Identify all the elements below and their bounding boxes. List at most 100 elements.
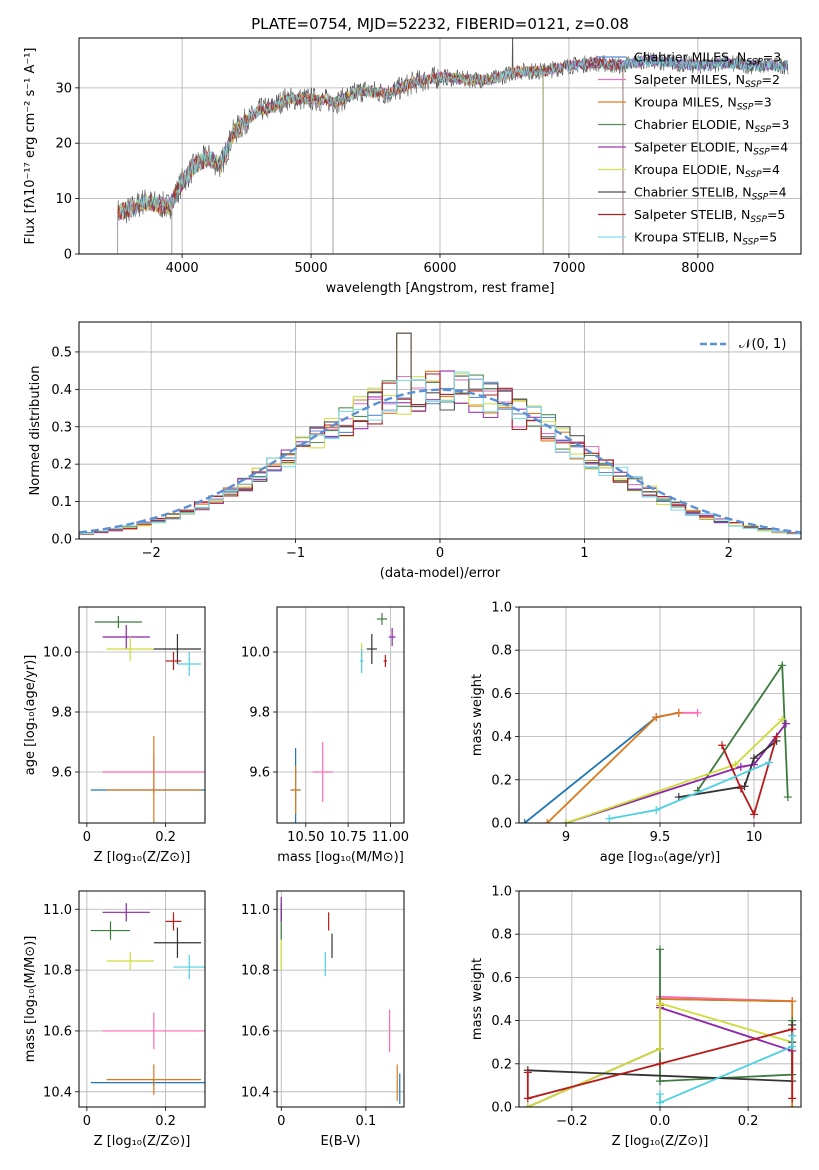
y-tick-label: 10 — [55, 192, 72, 207]
y-tick-label: 0.0 — [51, 533, 72, 548]
x-tick-label: 10 — [746, 830, 763, 845]
axes-frame — [78, 890, 206, 1108]
axes-frame — [78, 321, 802, 540]
y-tick-label: 0.8 — [491, 644, 512, 659]
x-tick-label: 9.5 — [650, 830, 671, 845]
histogram-step — [79, 373, 801, 539]
y-tick-label: 0.2 — [51, 458, 72, 473]
panel-mass-vs-Z: 0 0.2 10.4 10.6 10.8 11.0 Z [log₁₀(Z/Z⊙)] mass … — [23, 890, 206, 1149]
y-tick-label: 10.6 — [43, 1024, 72, 1039]
weight-marker — [788, 997, 797, 1006]
y-tick-label: 10.8 — [241, 964, 270, 979]
y-axis-label: Flux [fλ10⁻¹⁷ erg cm⁻² s⁻¹ A⁻¹] — [23, 48, 38, 245]
weight-line — [659, 949, 794, 1083]
weight-marker — [772, 732, 781, 741]
x-tick-label: −1 — [286, 546, 305, 561]
y-tick-label: 0.2 — [491, 773, 512, 788]
x-tick-label: 10.75 — [330, 830, 367, 845]
weight-marker — [520, 819, 529, 823]
y-tick-label: 1.0 — [491, 601, 512, 616]
x-tick-label: −2 — [142, 546, 161, 561]
emission-line — [511, 38, 514, 72]
weight-marker — [788, 1103, 797, 1107]
x-tick-label: 9 — [562, 830, 570, 845]
y-axis-label: mass weight — [470, 674, 485, 756]
panel-mass-vs-EBV: 0 0.1 10.4 10.6 10.8 11.0 E(B-V) — [241, 890, 405, 1149]
model-spectrum-line — [119, 56, 789, 218]
weight-marker — [693, 708, 702, 717]
x-axis-label: (data-model)/error — [380, 566, 501, 581]
x-tick-label: 0.0 — [650, 1114, 671, 1129]
plot-area — [79, 332, 801, 539]
weight-marker — [736, 762, 745, 771]
x-tick-label: 0.1 — [356, 1114, 377, 1129]
weight-marker — [656, 999, 664, 1008]
y-tick-label: 0.6 — [491, 971, 512, 986]
axes-frame — [276, 890, 405, 1108]
legend-entry: Kroupa MILES, NSSP=3 — [634, 95, 772, 113]
plot-area — [117, 38, 789, 254]
y-tick-label: 10.4 — [43, 1085, 72, 1100]
weight-marker — [778, 661, 787, 670]
legend-entry: Kroupa ELODIE, NSSP=4 — [634, 162, 780, 180]
y-tick-label: 0 — [64, 248, 72, 263]
y-tick-label: 0.6 — [491, 687, 512, 702]
weight-line — [721, 736, 778, 817]
y-tick-label: 11.0 — [43, 903, 72, 918]
weight-marker — [543, 819, 552, 823]
legend-entry: Salpeter ELODIE, NSSP=4 — [634, 140, 788, 158]
weight-marker — [523, 1094, 532, 1103]
legend-entry: Salpeter MILES, NSSP=2 — [634, 72, 780, 90]
model-spectrum-line — [119, 65, 544, 254]
y-tick-label: 0.2 — [491, 1057, 512, 1072]
axes-frame — [78, 37, 802, 255]
normal-curve — [79, 388, 801, 534]
weight-marker — [674, 708, 683, 717]
y-tick-label: 20 — [55, 137, 72, 152]
weight-line — [527, 1002, 793, 1107]
plot-area — [520, 661, 792, 823]
x-tick-label: 0.2 — [155, 1114, 176, 1129]
y-tick-label: 0.5 — [51, 345, 72, 360]
x-axis-label: E(B-V) — [320, 1134, 360, 1149]
legend: Chabrier MILES, NSSP=3 Salpeter MILES, NS… — [598, 50, 789, 248]
panel-mass-weight-vs-Z: −0.2 0.0 0.2 0.0 0.2 0.4 0.6 0.8 1.0 Z [log₁₀(Z/Z… — [470, 885, 802, 1149]
y-tick-label: 0.4 — [51, 383, 72, 398]
weight-line — [565, 723, 787, 823]
x-axis-label: wavelength [Angstrom, rest frame] — [326, 281, 555, 296]
x-tick-label: 0 — [83, 830, 91, 845]
x-tick-label: 10.50 — [287, 830, 324, 845]
panel-mass-weight-vs-age: 9 9.5 10 0.0 0.2 0.4 0.6 0.8 1.0 age [log₁₀(age/y… — [470, 601, 802, 865]
axes-frame — [78, 606, 206, 824]
x-tick-label: 1 — [580, 546, 588, 561]
y-tick-label: 0.0 — [491, 817, 512, 832]
x-tick-label: 7000 — [552, 261, 585, 276]
x-tick-label: 5000 — [295, 261, 328, 276]
y-tick-label: 10.0 — [43, 646, 72, 661]
x-axis-label: age [log₁₀(age/yr)] — [600, 850, 721, 865]
y-axis-label: mass weight — [470, 958, 485, 1040]
y-tick-label: 10.0 — [241, 646, 270, 661]
weight-marker — [718, 741, 727, 750]
weight-line — [659, 1035, 794, 1105]
legend-entry: Chabrier ELODIE, NSSP=3 — [634, 117, 789, 135]
legend-entry: Kroupa STELIB, NSSP=5 — [634, 230, 777, 248]
y-tick-label: 11.0 — [241, 903, 270, 918]
plot-area — [523, 945, 797, 1107]
axes-frame — [518, 890, 802, 1108]
x-tick-label: 4000 — [166, 261, 199, 276]
y-tick-label: 9.8 — [249, 706, 270, 721]
weight-marker — [736, 784, 745, 793]
figure-title: PLATE=0754, MJD=52232, FIBERID=0121, z=0… — [251, 15, 629, 33]
legend-entry: Salpeter STELIB, NSSP=5 — [634, 207, 785, 225]
x-tick-label: 0.2 — [738, 1114, 759, 1129]
y-tick-label: 9.6 — [249, 766, 270, 781]
weight-line — [678, 740, 778, 798]
weight-marker — [656, 1090, 664, 1099]
weight-line — [696, 662, 789, 798]
x-tick-label: 2 — [725, 546, 733, 561]
panel-spectrum: 4000 5000 6000 7000 8000 0 10 20 30 wavelength [A… — [23, 37, 802, 296]
weight-line — [659, 998, 794, 1107]
x-tick-label: 0 — [83, 1114, 91, 1129]
axes-frame — [518, 606, 802, 824]
